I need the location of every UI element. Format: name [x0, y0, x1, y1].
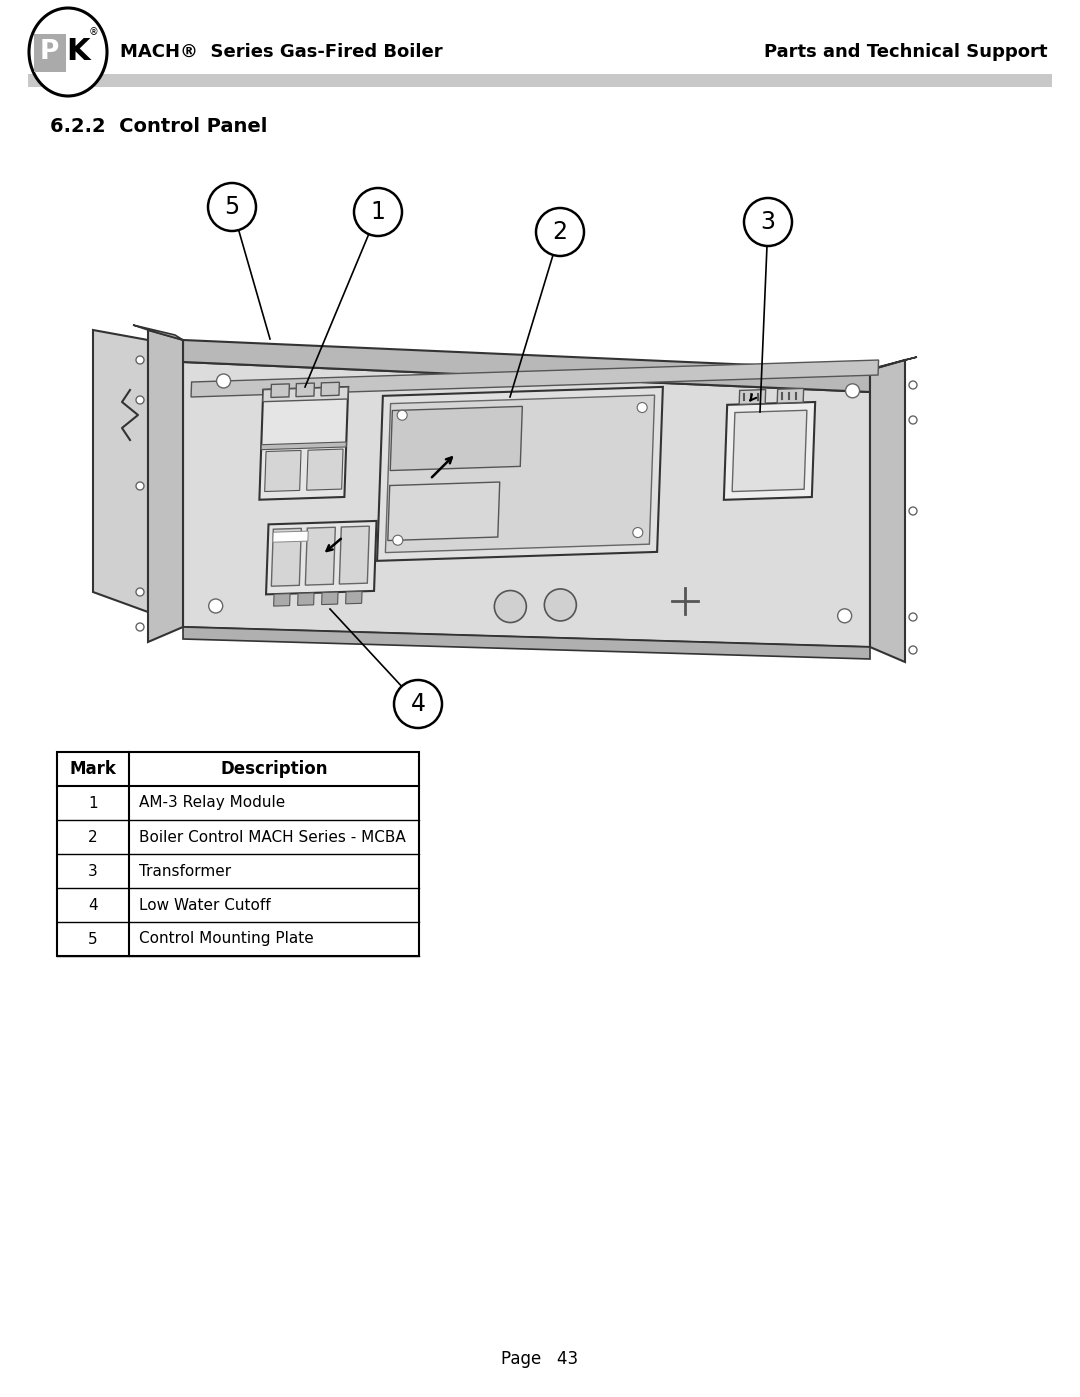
Text: P: P: [39, 39, 58, 66]
Polygon shape: [133, 326, 183, 339]
Circle shape: [544, 590, 577, 620]
Polygon shape: [732, 411, 807, 492]
Polygon shape: [870, 360, 905, 662]
Polygon shape: [261, 441, 347, 450]
Text: AM-3 Relay Module: AM-3 Relay Module: [139, 795, 285, 810]
Text: Boiler Control MACH Series - MCBA: Boiler Control MACH Series - MCBA: [139, 830, 406, 845]
Circle shape: [909, 381, 917, 388]
Text: 2: 2: [553, 219, 567, 244]
Polygon shape: [259, 387, 348, 500]
Text: 4: 4: [410, 692, 426, 717]
Polygon shape: [739, 390, 766, 405]
Polygon shape: [778, 388, 804, 404]
Polygon shape: [271, 528, 301, 587]
Ellipse shape: [29, 8, 107, 96]
Text: 1: 1: [370, 200, 386, 224]
Text: Parts and Technical Support: Parts and Technical Support: [765, 43, 1048, 61]
Circle shape: [208, 599, 222, 613]
Text: Page   43: Page 43: [501, 1350, 579, 1368]
Circle shape: [744, 198, 792, 246]
Circle shape: [397, 411, 407, 420]
Circle shape: [846, 384, 860, 398]
Text: K: K: [66, 38, 90, 67]
Polygon shape: [386, 395, 654, 553]
Text: 2: 2: [89, 830, 98, 845]
Polygon shape: [724, 402, 815, 500]
Text: 4: 4: [89, 897, 98, 912]
Text: Description: Description: [220, 760, 327, 778]
Text: Transformer: Transformer: [139, 863, 231, 879]
Circle shape: [136, 356, 144, 365]
Circle shape: [909, 645, 917, 654]
Circle shape: [393, 535, 403, 545]
Polygon shape: [273, 531, 308, 542]
Polygon shape: [183, 339, 870, 393]
Circle shape: [909, 416, 917, 425]
Text: Low Water Cutoff: Low Water Cutoff: [139, 897, 271, 912]
Polygon shape: [296, 383, 314, 397]
Circle shape: [909, 613, 917, 622]
Circle shape: [208, 183, 256, 231]
Polygon shape: [377, 387, 663, 560]
Text: MACH®  Series Gas-Fired Boiler: MACH® Series Gas-Fired Boiler: [120, 43, 443, 61]
Polygon shape: [388, 482, 500, 541]
Circle shape: [136, 482, 144, 490]
Polygon shape: [191, 360, 878, 397]
Text: 1: 1: [89, 795, 98, 810]
Polygon shape: [265, 450, 301, 492]
Polygon shape: [307, 448, 343, 490]
Circle shape: [394, 680, 442, 728]
Polygon shape: [273, 594, 291, 606]
Polygon shape: [870, 358, 917, 370]
Polygon shape: [346, 591, 362, 604]
Polygon shape: [298, 592, 314, 605]
Text: 5: 5: [89, 932, 98, 947]
Polygon shape: [271, 384, 289, 397]
Circle shape: [354, 189, 402, 236]
Polygon shape: [321, 383, 339, 395]
Polygon shape: [339, 527, 369, 584]
Polygon shape: [183, 362, 870, 647]
Polygon shape: [148, 330, 183, 643]
Polygon shape: [322, 592, 338, 605]
Circle shape: [633, 528, 643, 538]
Polygon shape: [93, 330, 148, 612]
Polygon shape: [266, 521, 377, 594]
Text: ®: ®: [90, 27, 99, 36]
Polygon shape: [262, 387, 348, 402]
Circle shape: [637, 402, 647, 412]
Text: 6.2.2  Control Panel: 6.2.2 Control Panel: [50, 117, 268, 137]
FancyBboxPatch shape: [33, 34, 66, 73]
Circle shape: [909, 507, 917, 515]
Polygon shape: [183, 627, 870, 659]
Text: 3: 3: [89, 863, 98, 879]
Polygon shape: [390, 407, 523, 471]
FancyBboxPatch shape: [57, 752, 419, 956]
Polygon shape: [306, 527, 335, 585]
Text: Control Mounting Plate: Control Mounting Plate: [139, 932, 314, 947]
Text: 3: 3: [760, 210, 775, 235]
FancyBboxPatch shape: [28, 74, 1052, 87]
Text: 5: 5: [225, 196, 240, 219]
Circle shape: [136, 395, 144, 404]
Circle shape: [838, 609, 852, 623]
Circle shape: [136, 588, 144, 597]
Circle shape: [217, 374, 230, 388]
Circle shape: [136, 623, 144, 631]
Circle shape: [536, 208, 584, 256]
Text: Mark: Mark: [69, 760, 117, 778]
Circle shape: [495, 591, 526, 623]
